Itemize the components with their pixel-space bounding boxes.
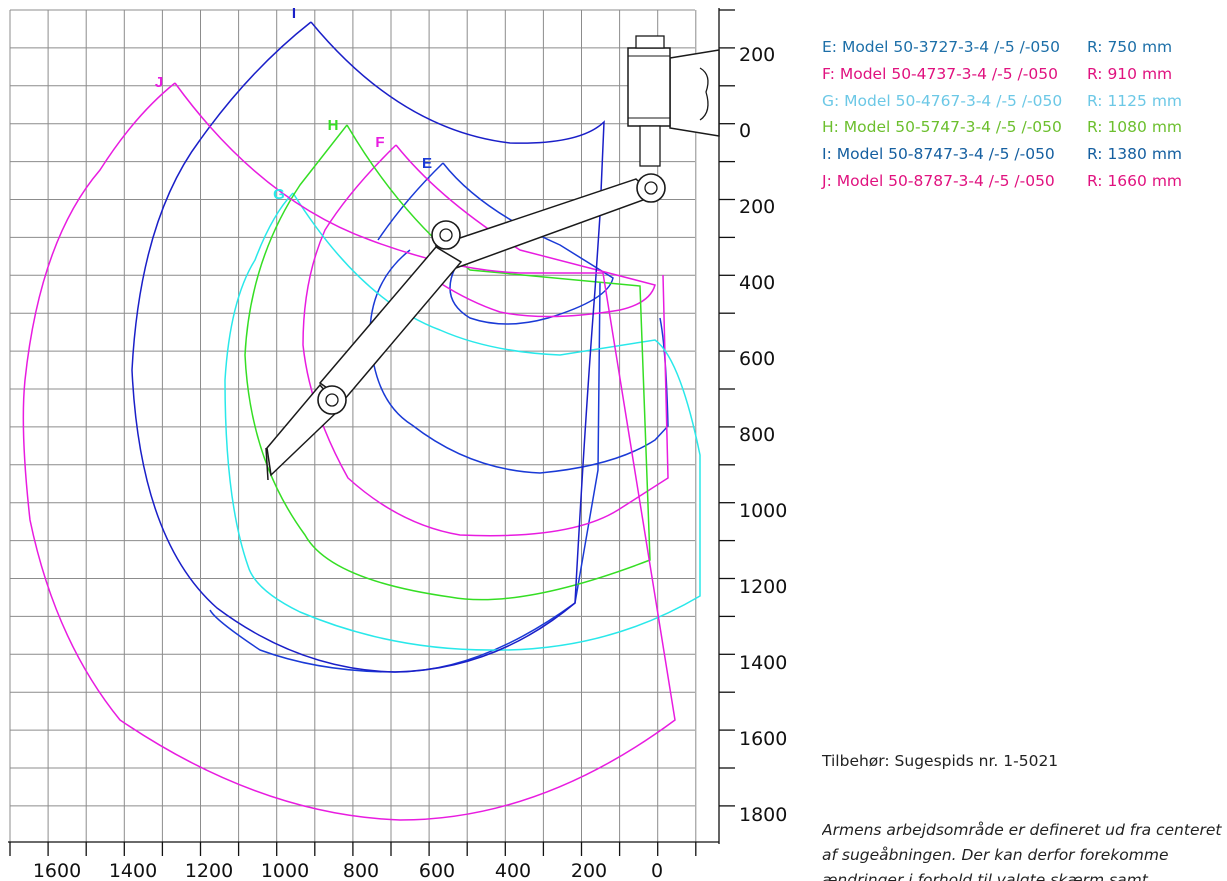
y-tick-label: 1400 xyxy=(739,652,787,674)
wall-bracket-inner xyxy=(699,67,709,121)
y-tick-label: 400 xyxy=(739,272,775,294)
motor-housing xyxy=(627,47,671,127)
legend-radius: R: 910 mm xyxy=(1087,64,1173,83)
reach-curve-f xyxy=(302,144,669,537)
note-line-1: Armens arbejdsområde er defineret ud fra… xyxy=(822,821,1222,839)
upper-arm-segment xyxy=(434,178,656,269)
legend-model: E: Model 50-3727-3-4 /-5 /-050 xyxy=(822,38,1061,56)
vertical-joint-tube xyxy=(639,125,661,167)
legend-model: I: Model 50-8747-3-4 /-5 /-050 xyxy=(822,145,1055,164)
y-tick-label: 0 xyxy=(739,120,751,142)
curve-label-j: J xyxy=(155,74,163,91)
axis: 200 0 200 400 600 800 1000 1200 1400 1600 1800 1600… xyxy=(8,8,787,881)
hood-lip xyxy=(265,447,269,481)
y-tick-label: 1600 xyxy=(739,728,787,750)
extraction-arm-drawing xyxy=(265,35,720,481)
y-tick-label: 1200 xyxy=(739,576,787,598)
wall-bracket xyxy=(669,49,720,137)
reach-curve-e xyxy=(209,162,669,673)
reach-curve-g xyxy=(224,192,701,651)
y-tick-label: 800 xyxy=(739,424,775,446)
legend-row: I: Model 50-8747-3-4 /-5 /-050 R: 1380 mm xyxy=(822,141,1227,168)
y-tick-label: 600 xyxy=(739,348,775,370)
curve-labels: E F G H I J xyxy=(155,5,432,203)
y-tick-label: 1800 xyxy=(739,804,787,826)
note-line-2: af sugeåbningen. Der kan derfor forekomm… xyxy=(822,846,1169,864)
note-line-3: ændringer i forhold til valgte skærm sam… xyxy=(822,871,1148,881)
x-tick-label: 1000 xyxy=(261,860,309,881)
legend-row: F: Model 50-4737-3-4 /-5 /-050 R: 910 mm xyxy=(822,61,1227,88)
legend-radius: R: 1080 mm xyxy=(1087,118,1183,137)
legend-model: G: Model 50-4767-3-4 /-5 /-050 xyxy=(822,91,1063,110)
legend-radius: R: 750 mm xyxy=(1087,38,1173,56)
y-tick-label: 200 xyxy=(739,196,775,218)
shoulder-joint-hub xyxy=(644,181,658,195)
legend-radius: R: 1660 mm xyxy=(1087,171,1183,190)
accessory-note: Tilbehør: Sugespids nr. 1-5021 xyxy=(822,752,1059,770)
legend-radius: R: 1380 mm xyxy=(1087,145,1183,164)
legend: E: Model 50-3727-3-4 /-5 /-050 R: 750 mm F… xyxy=(822,34,1227,195)
legend-row: E: Model 50-3727-3-4 /-5 /-050 R: 750 mm xyxy=(822,34,1227,61)
x-tick-label: 400 xyxy=(495,860,531,881)
grid xyxy=(9,9,697,842)
curve-label-g: G xyxy=(273,186,285,203)
x-tick-label: 800 xyxy=(343,860,379,881)
x-tick-label: 0 xyxy=(651,860,663,881)
legend-radius: R: 1125 mm xyxy=(1087,91,1183,110)
reach-curve-j xyxy=(22,82,676,821)
motor-cap xyxy=(635,35,665,49)
legend-model: H: Model 50-5747-3-4 /-5 /-050 xyxy=(822,118,1062,137)
x-tick-label: 1400 xyxy=(109,860,157,881)
legend-row: J: Model 50-8787-3-4 /-5 /-050 R: 1660 mm xyxy=(822,168,1227,195)
elbow-joint-hub xyxy=(439,228,453,242)
legend-row: H: Model 50-5747-3-4 /-5 /-050 R: 1080 mm xyxy=(822,114,1227,141)
x-tick-label: 1200 xyxy=(185,860,233,881)
y-tick-label: 1000 xyxy=(739,500,787,522)
wrist-joint-hub xyxy=(325,393,339,407)
curve-label-i: I xyxy=(292,5,296,22)
x-tick-label: 1600 xyxy=(33,860,81,881)
legend-model: J: Model 50-8787-3-4 /-5 /-050 xyxy=(822,171,1055,190)
x-tick-label: 200 xyxy=(571,860,607,881)
workspace-note: Armens arbejdsområde er defineret ud fra… xyxy=(822,818,1227,881)
y-tick-label: 200 xyxy=(739,44,775,66)
curve-label-f: F xyxy=(375,134,384,151)
x-tick-label: 600 xyxy=(419,860,455,881)
curve-label-h: H xyxy=(328,117,339,134)
legend-model: F: Model 50-4737-3-4 /-5 /-050 xyxy=(822,64,1058,83)
curve-label-e: E xyxy=(422,155,432,172)
reach-curves xyxy=(22,21,701,821)
legend-row: G: Model 50-4767-3-4 /-5 /-050 R: 1125 mm xyxy=(822,88,1227,115)
reach-curve-i xyxy=(131,21,605,673)
